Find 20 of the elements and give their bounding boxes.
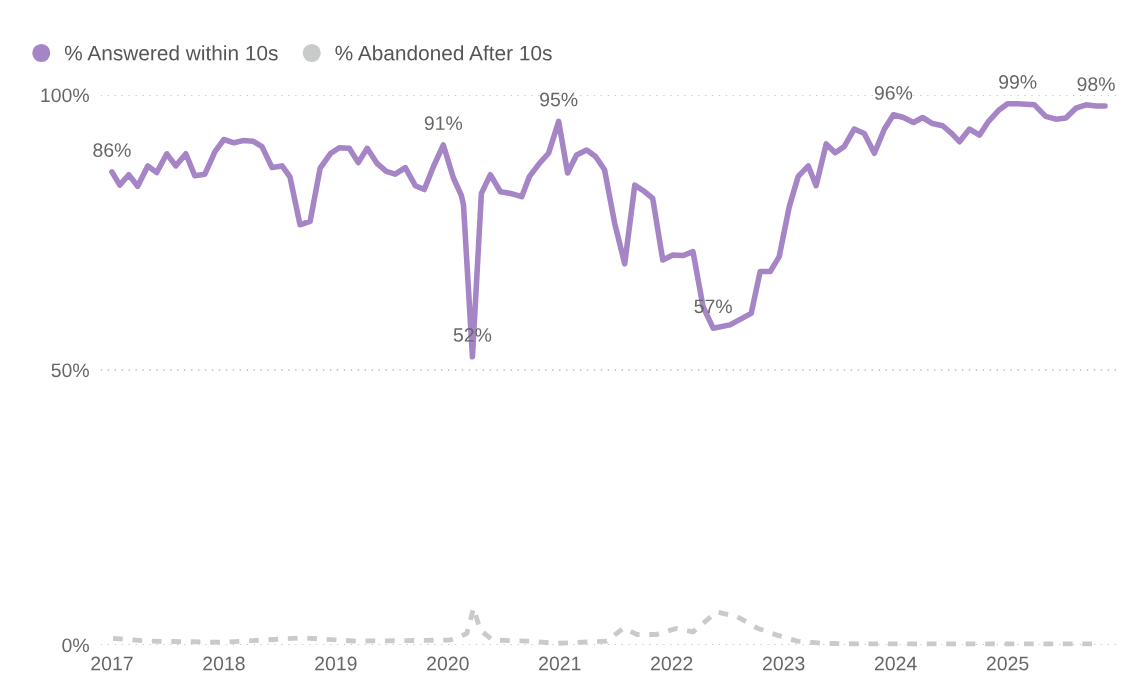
y-tick-label: 100% [41, 88, 89, 103]
annotation: 98% [1077, 77, 1115, 91]
x-tick-label: 2022 [651, 656, 693, 671]
x-tick-label: 2018 [203, 656, 245, 671]
x-tick-label: 2019 [315, 656, 357, 671]
x-tick-label: 2023 [763, 656, 805, 671]
annotation: 99% [999, 75, 1037, 89]
x-tick-label: 2021 [539, 656, 581, 671]
annotation: 96% [874, 86, 913, 100]
y-tick-label: 50% [51, 363, 89, 378]
annotation: 91% [424, 116, 463, 131]
legend-label: % Abandoned After 10s [335, 45, 552, 61]
y-tick-label: 0% [62, 638, 89, 653]
x-tick-label: 2024 [874, 656, 917, 671]
annotation: 95% [540, 92, 578, 107]
x-tick-label: 2020 [427, 656, 469, 671]
x-tick-label: 2025 [986, 656, 1029, 671]
x-tick-label: 2017 [91, 656, 133, 671]
legend-label: % Answered within 10s [64, 45, 278, 61]
annotation: 86% [93, 143, 131, 157]
